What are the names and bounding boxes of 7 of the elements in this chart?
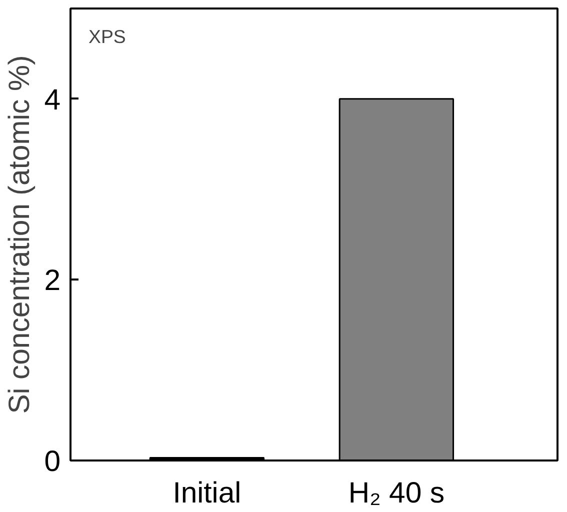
y-tick-label: 4 [44,83,60,116]
y-tick-label: 2 [44,264,60,298]
y-tick-label: 0 [44,445,60,478]
y-axis-title: Si concentration (atomic %) [3,55,36,414]
x-tick-label: Initial [172,476,242,510]
x-tick-label: H₂ 40 s [348,476,445,510]
annotation: XPS [88,26,126,47]
